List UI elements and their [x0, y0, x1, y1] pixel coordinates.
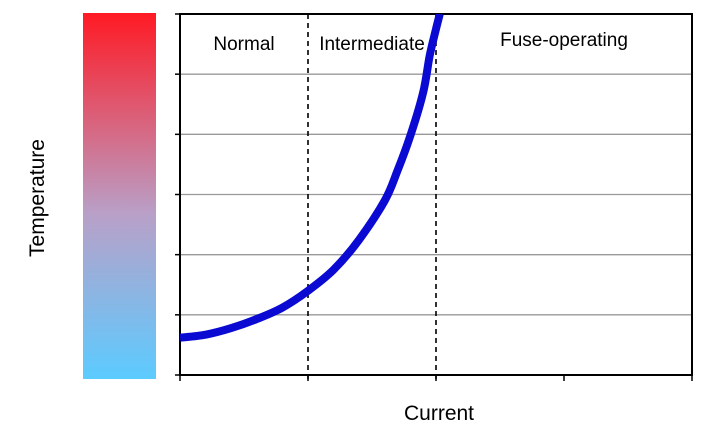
y-axis-title: Temperature	[26, 139, 49, 257]
region-labels: Normal Intermediate Fuse-operating	[213, 30, 628, 55]
region-label: Fuse-operating	[500, 30, 628, 51]
region-dividers	[307, 14, 437, 383]
region-label: Intermediate	[319, 34, 425, 55]
series-line-0	[180, 14, 444, 342]
axis-ticks	[175, 13, 693, 381]
temperature-colorbar	[83, 13, 156, 379]
series-layer	[180, 14, 444, 342]
region-label: Normal	[213, 34, 274, 55]
x-axis-title: Current	[404, 402, 474, 425]
